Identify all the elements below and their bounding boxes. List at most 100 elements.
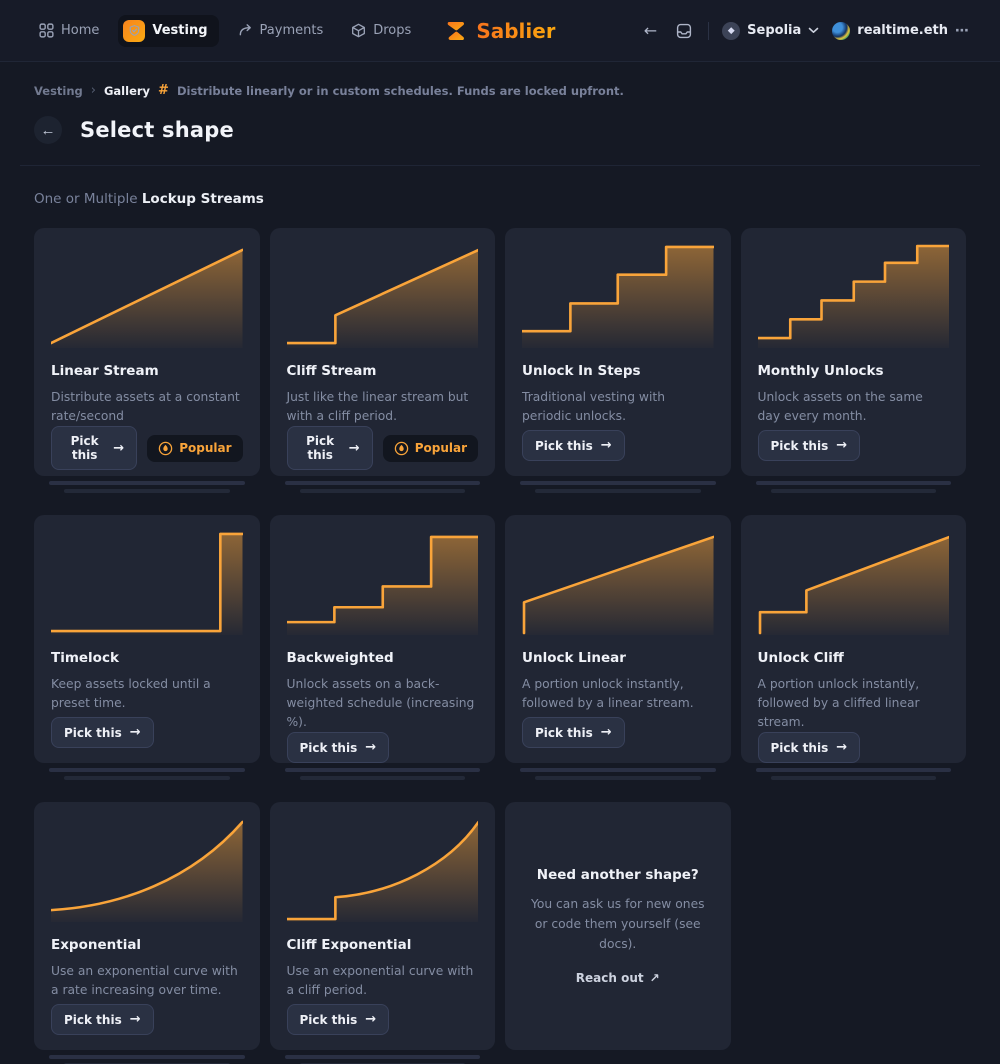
stacked-card-edge-1 <box>520 481 716 485</box>
pick-this-button[interactable]: Pick this → <box>286 426 373 471</box>
shape-card[interactable]: Unlock Cliff A portion unlock instantly,… <box>740 515 966 764</box>
section-title: Lockup Streams <box>141 191 264 207</box>
shape-card[interactable]: Cliff Stream Just like the linear stream… <box>269 228 495 476</box>
stacked-card-edge-1 <box>755 481 951 485</box>
pick-this-button[interactable]: Pick this → <box>51 1004 154 1035</box>
nav-item-label: Payments <box>259 23 324 38</box>
shape-thumbnail-chart <box>51 532 243 635</box>
section-heading: One or Multiple Lockup Streams <box>0 166 1000 207</box>
shape-card[interactable]: Exponential Use an exponential curve wit… <box>34 802 260 1050</box>
hash-icon: # <box>158 83 169 98</box>
popular-badge: Popular <box>382 434 478 462</box>
card-actions: Pick this → <box>51 717 243 748</box>
section-prefix: One or Multiple <box>34 191 138 207</box>
popular-badge: Popular <box>147 434 243 462</box>
back-arrow-icon: ← <box>40 121 56 139</box>
stacked-card-edge-2 <box>299 776 465 780</box>
shape-thumbnail-chart <box>286 248 478 348</box>
arrow-right-icon: → <box>129 725 141 740</box>
card-actions: Pick this → Popular <box>286 426 478 471</box>
shape-card[interactable]: Timelock Keep assets locked until a pres… <box>34 515 260 763</box>
nav-item-label: Drops <box>373 23 412 38</box>
card-title: Cliff Stream <box>286 363 377 379</box>
pick-this-button[interactable]: Pick this → <box>757 430 861 461</box>
card-description: Keep assets locked until a preset time. <box>51 677 211 711</box>
breadcrumb-vesting[interactable]: Vesting <box>34 83 83 98</box>
card-stack: Cliff Stream Just like the linear stream… <box>269 228 495 493</box>
flame-icon <box>394 441 409 456</box>
pick-this-button[interactable]: Pick this → <box>286 732 390 764</box>
pick-this-label: Pick this <box>64 1012 122 1027</box>
sablier-logo[interactable]: Sablier <box>444 18 556 43</box>
pick-this-button[interactable]: Pick this → <box>757 732 861 764</box>
nav-back-button[interactable]: ← <box>641 18 660 43</box>
page-back-button[interactable]: ← <box>34 116 62 144</box>
need-another-shape-card: Need another shape? You can ask us for n… <box>505 802 731 1050</box>
pick-this-button[interactable]: Pick this → <box>522 717 625 748</box>
avatar <box>832 21 851 40</box>
help-card-body: You can ask us for new ones or code them… <box>530 897 705 951</box>
flame-icon <box>158 441 173 456</box>
pick-this-button[interactable]: Pick this → <box>51 426 138 471</box>
shape-thumbnail-chart <box>51 820 243 922</box>
account-menu[interactable]: realtime.eth ⋯ <box>832 21 970 40</box>
stacked-card-edge-2 <box>299 489 465 493</box>
card-title: Unlock In Steps <box>522 363 641 379</box>
pick-this-label: Pick this <box>535 438 593 453</box>
card-stack: Cliff Exponential Use an exponential cur… <box>269 802 495 1064</box>
nav-item-home[interactable]: Home <box>30 16 108 45</box>
nav-item-label: Vesting <box>152 23 208 38</box>
card-stack: Unlock In Steps Traditional vesting with… <box>505 228 731 493</box>
stacked-card-edge-1 <box>755 768 951 772</box>
card-title: Timelock <box>51 650 119 666</box>
shape-card[interactable]: Unlock In Steps Traditional vesting with… <box>505 228 731 476</box>
shape-card[interactable]: Unlock Linear A portion unlock instantly… <box>505 515 731 763</box>
shape-thumbnail-chart <box>757 244 949 348</box>
nav-item-drops[interactable]: Drops <box>342 16 420 45</box>
pick-this-label: Pick this <box>306 434 335 463</box>
network-selector[interactable]: ◆ Sepolia <box>722 21 819 40</box>
page-heading-row: ← Select shape <box>0 98 1000 144</box>
card-description: Use an exponential curve with a cliff pe… <box>286 964 474 998</box>
stacked-card-edge-2 <box>770 776 936 780</box>
arrow-right-icon: → <box>129 1012 141 1027</box>
card-actions: Pick this → Popular <box>51 426 243 471</box>
nav-right-controls: ← ◆ Sepolia realtime.eth ⋯ <box>641 18 970 43</box>
stacked-card-edge-1 <box>49 1055 245 1059</box>
home-grid-icon <box>39 23 54 38</box>
pick-this-button[interactable]: Pick this → <box>51 717 154 748</box>
chevron-right-icon: › <box>90 83 96 98</box>
popular-label: Popular <box>414 441 467 456</box>
card-description: Traditional vesting with periodic unlock… <box>522 390 666 424</box>
external-link-icon: ↗ <box>649 970 660 985</box>
nav-item-payments[interactable]: Payments <box>229 16 333 45</box>
shape-card[interactable]: Backweighted Unlock assets on a back-wei… <box>269 515 495 764</box>
nav-item-vesting[interactable]: Vesting <box>118 14 219 47</box>
vertical-divider <box>708 21 710 40</box>
pick-this-button[interactable]: Pick this → <box>522 430 625 461</box>
help-card-title: Need another shape? <box>536 867 699 884</box>
nav-item-label: Home <box>61 23 100 38</box>
reach-out-link[interactable]: Reach out ↗ <box>576 971 660 985</box>
network-label: Sepolia <box>747 23 802 38</box>
section-divider <box>20 165 980 166</box>
page-title: Select shape <box>80 118 234 142</box>
shape-card[interactable]: Monthly Unlocks Unlock assets on the sam… <box>740 228 966 476</box>
shape-thumbnail-chart <box>51 248 243 348</box>
stacked-card-edge-1 <box>49 768 245 772</box>
stacked-card-edge-2 <box>64 489 230 493</box>
inbox-button[interactable] <box>673 20 695 42</box>
card-description: Just like the linear stream but with a c… <box>286 390 469 424</box>
stacked-card-edge-1 <box>284 768 480 772</box>
logo-text: Sablier <box>476 18 556 43</box>
card-title: Unlock Linear <box>522 650 626 666</box>
pick-this-button[interactable]: Pick this → <box>286 1004 390 1035</box>
shape-card[interactable]: Cliff Exponential Use an exponential cur… <box>269 802 495 1050</box>
stacked-card-edge-2 <box>535 776 701 780</box>
stacked-card-edge-1 <box>49 481 245 485</box>
card-stack: Exponential Use an exponential curve wit… <box>34 802 260 1064</box>
card-stack: Backweighted Unlock assets on a back-wei… <box>269 515 495 780</box>
stacked-card-edge-2 <box>64 776 230 780</box>
shape-card[interactable]: Linear Stream Distribute assets at a con… <box>34 228 260 476</box>
hourglass-icon <box>444 19 468 43</box>
